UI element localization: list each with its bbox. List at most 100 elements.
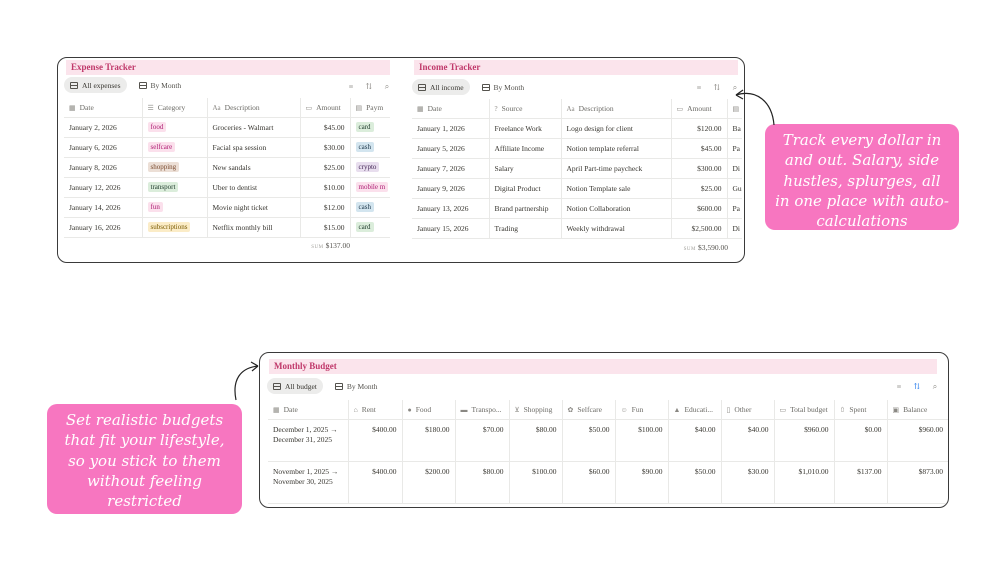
search-icon[interactable]: ⌕ bbox=[932, 382, 938, 391]
payment-cell[interactable]: Ba bbox=[726, 118, 742, 139]
date-cell[interactable]: January 13, 2026 bbox=[412, 198, 489, 219]
budget-value-cell[interactable]: $70.00 bbox=[454, 419, 509, 462]
budget-value-cell[interactable]: $180.00 bbox=[401, 419, 455, 462]
amount-cell[interactable]: $300.00 bbox=[670, 158, 727, 179]
amount-cell[interactable]: $10.00 bbox=[299, 177, 350, 198]
sort-icon[interactable]: ⇅ bbox=[913, 382, 921, 391]
payment-cell[interactable]: Di bbox=[726, 158, 742, 179]
sort-icon[interactable]: ⇅ bbox=[365, 82, 373, 91]
amount-cell[interactable]: $120.00 bbox=[670, 118, 727, 139]
payment-cell[interactable]: cash bbox=[349, 197, 390, 218]
description-cell[interactable]: Netflix monthly bill bbox=[206, 217, 300, 238]
column-header[interactable]: ▦ Date bbox=[64, 98, 142, 118]
column-header[interactable]: ▭ Total budget bbox=[773, 400, 834, 420]
category-cell[interactable]: shopping bbox=[141, 157, 207, 178]
description-cell[interactable]: New sandals bbox=[206, 157, 300, 178]
table-row[interactable]: January 16, 2026 subscriptions Netflix mon… bbox=[64, 217, 390, 238]
budget-value-cell[interactable]: $1,010.00 bbox=[773, 461, 834, 504]
amount-cell[interactable]: $25.00 bbox=[299, 157, 350, 178]
column-header[interactable]: ▯ Other bbox=[720, 400, 774, 420]
description-cell[interactable]: Weekly withdrawal bbox=[560, 218, 671, 239]
description-cell[interactable]: Notion template referral bbox=[560, 138, 671, 159]
date-cell[interactable]: January 14, 2026 bbox=[64, 197, 142, 218]
source-cell[interactable]: Digital Product bbox=[488, 178, 561, 199]
category-cell[interactable]: selfcare bbox=[141, 137, 207, 158]
source-cell[interactable]: Brand partnership bbox=[488, 198, 561, 219]
budget-value-cell[interactable]: $40.00 bbox=[667, 419, 721, 462]
payment-cell[interactable]: card bbox=[349, 217, 390, 238]
budget-value-cell[interactable]: $100.00 bbox=[508, 461, 562, 504]
column-header[interactable]: ▣ Balance bbox=[886, 400, 948, 420]
description-cell[interactable]: Groceries - Walmart bbox=[206, 117, 300, 138]
description-cell[interactable]: April Part-time paycheck bbox=[560, 158, 671, 179]
budget-value-cell[interactable]: $960.00 bbox=[773, 419, 834, 462]
table-row[interactable]: January 15, 2026 Trading Weekly withdrawal… bbox=[412, 218, 742, 239]
column-header[interactable]: ☺ Fun bbox=[614, 400, 668, 420]
table-row[interactable]: January 5, 2026 Affiliate Income Notion te… bbox=[412, 138, 742, 159]
filter-icon[interactable]: ≡ bbox=[896, 382, 902, 391]
amount-cell[interactable]: $15.00 bbox=[299, 217, 350, 238]
column-header[interactable]: ▭ Amount bbox=[670, 99, 727, 119]
table-row[interactable]: January 12, 2026 transport Uber to dentist… bbox=[64, 177, 390, 198]
payment-cell[interactable]: Gu bbox=[726, 178, 742, 199]
payment-cell[interactable]: mobile m bbox=[349, 177, 390, 198]
date-range-cell[interactable]: December 1, 2025 → December 31, 2025 bbox=[268, 419, 348, 462]
amount-cell[interactable]: $30.00 bbox=[299, 137, 350, 158]
description-cell[interactable]: Notion Collaboration bbox=[560, 198, 671, 219]
filter-icon[interactable]: ≡ bbox=[696, 83, 702, 92]
table-row[interactable]: January 2, 2026 food Groceries - Walmart $4… bbox=[64, 117, 390, 138]
column-header[interactable]: ☰ Category bbox=[141, 98, 207, 118]
source-cell[interactable]: Freelance Work bbox=[488, 118, 561, 139]
column-header[interactable]: ▦ Date bbox=[412, 99, 489, 119]
budget-value-cell[interactable]: $960.00 bbox=[886, 419, 948, 462]
payment-cell[interactable]: Di bbox=[726, 218, 742, 239]
view-budget-by-month[interactable]: By Month bbox=[329, 378, 384, 394]
category-cell[interactable]: transport bbox=[141, 177, 207, 198]
column-header[interactable]: Aa Description bbox=[560, 99, 671, 119]
date-cell[interactable]: January 16, 2026 bbox=[64, 217, 142, 238]
column-header[interactable]: ▤ Paym bbox=[349, 98, 390, 118]
budget-value-cell[interactable]: $400.00 bbox=[347, 419, 402, 462]
filter-icon[interactable]: ≡ bbox=[348, 82, 354, 91]
description-cell[interactable]: Logo design for client bbox=[560, 118, 671, 139]
budget-value-cell[interactable]: $100.00 bbox=[614, 419, 668, 462]
category-cell[interactable]: fun bbox=[141, 197, 207, 218]
category-cell[interactable]: food bbox=[141, 117, 207, 138]
table-row[interactable]: January 13, 2026 Brand partnership Notion … bbox=[412, 198, 742, 219]
budget-value-cell[interactable]: $80.00 bbox=[508, 419, 562, 462]
budget-value-cell[interactable]: $40.00 bbox=[720, 419, 774, 462]
amount-cell[interactable]: $25.00 bbox=[670, 178, 727, 199]
table-row[interactable]: January 9, 2026 Digital Product Notion Tem… bbox=[412, 178, 742, 199]
budget-value-cell[interactable]: $60.00 bbox=[561, 461, 615, 504]
table-row[interactable]: November 1, 2025 → November 30, 2025 $400… bbox=[268, 461, 948, 504]
amount-cell[interactable]: $2,500.00 bbox=[670, 218, 727, 239]
date-cell[interactable]: January 5, 2026 bbox=[412, 138, 489, 159]
column-header[interactable]: ● Food bbox=[401, 400, 455, 420]
date-range-cell[interactable]: November 1, 2025 → November 30, 2025 bbox=[268, 461, 348, 504]
date-cell[interactable]: January 2, 2026 bbox=[64, 117, 142, 138]
column-header[interactable]: Aa Description bbox=[206, 98, 300, 118]
budget-value-cell[interactable]: $200.00 bbox=[401, 461, 455, 504]
date-cell[interactable]: January 9, 2026 bbox=[412, 178, 489, 199]
column-header[interactable]: ⇧ Spent bbox=[833, 400, 887, 420]
search-icon[interactable]: ⌕ bbox=[732, 83, 738, 92]
category-cell[interactable]: subscriptions bbox=[141, 217, 207, 238]
payment-cell[interactable]: Pa bbox=[726, 138, 742, 159]
column-header[interactable]: ✿ Selfcare bbox=[561, 400, 615, 420]
column-header[interactable]: ? Source bbox=[488, 99, 561, 119]
column-header[interactable]: ⌂ Rent bbox=[347, 400, 402, 420]
budget-value-cell[interactable]: $50.00 bbox=[561, 419, 615, 462]
date-cell[interactable]: January 8, 2026 bbox=[64, 157, 142, 178]
column-header[interactable]: ▭ Amount bbox=[299, 98, 350, 118]
sort-icon[interactable]: ⇅ bbox=[713, 83, 721, 92]
payment-cell[interactable]: card bbox=[349, 117, 390, 138]
amount-cell[interactable]: $600.00 bbox=[670, 198, 727, 219]
table-row[interactable]: January 6, 2026 selfcare Facial spa sessio… bbox=[64, 137, 390, 158]
budget-value-cell[interactable]: $30.00 bbox=[720, 461, 774, 504]
date-cell[interactable]: January 15, 2026 bbox=[412, 218, 489, 239]
budget-value-cell[interactable]: $50.00 bbox=[667, 461, 721, 504]
payment-cell[interactable]: cash bbox=[349, 137, 390, 158]
date-cell[interactable]: January 7, 2026 bbox=[412, 158, 489, 179]
view-expenses-by-month[interactable]: By Month bbox=[133, 77, 188, 93]
view-all-expenses[interactable]: All expenses bbox=[64, 77, 127, 93]
